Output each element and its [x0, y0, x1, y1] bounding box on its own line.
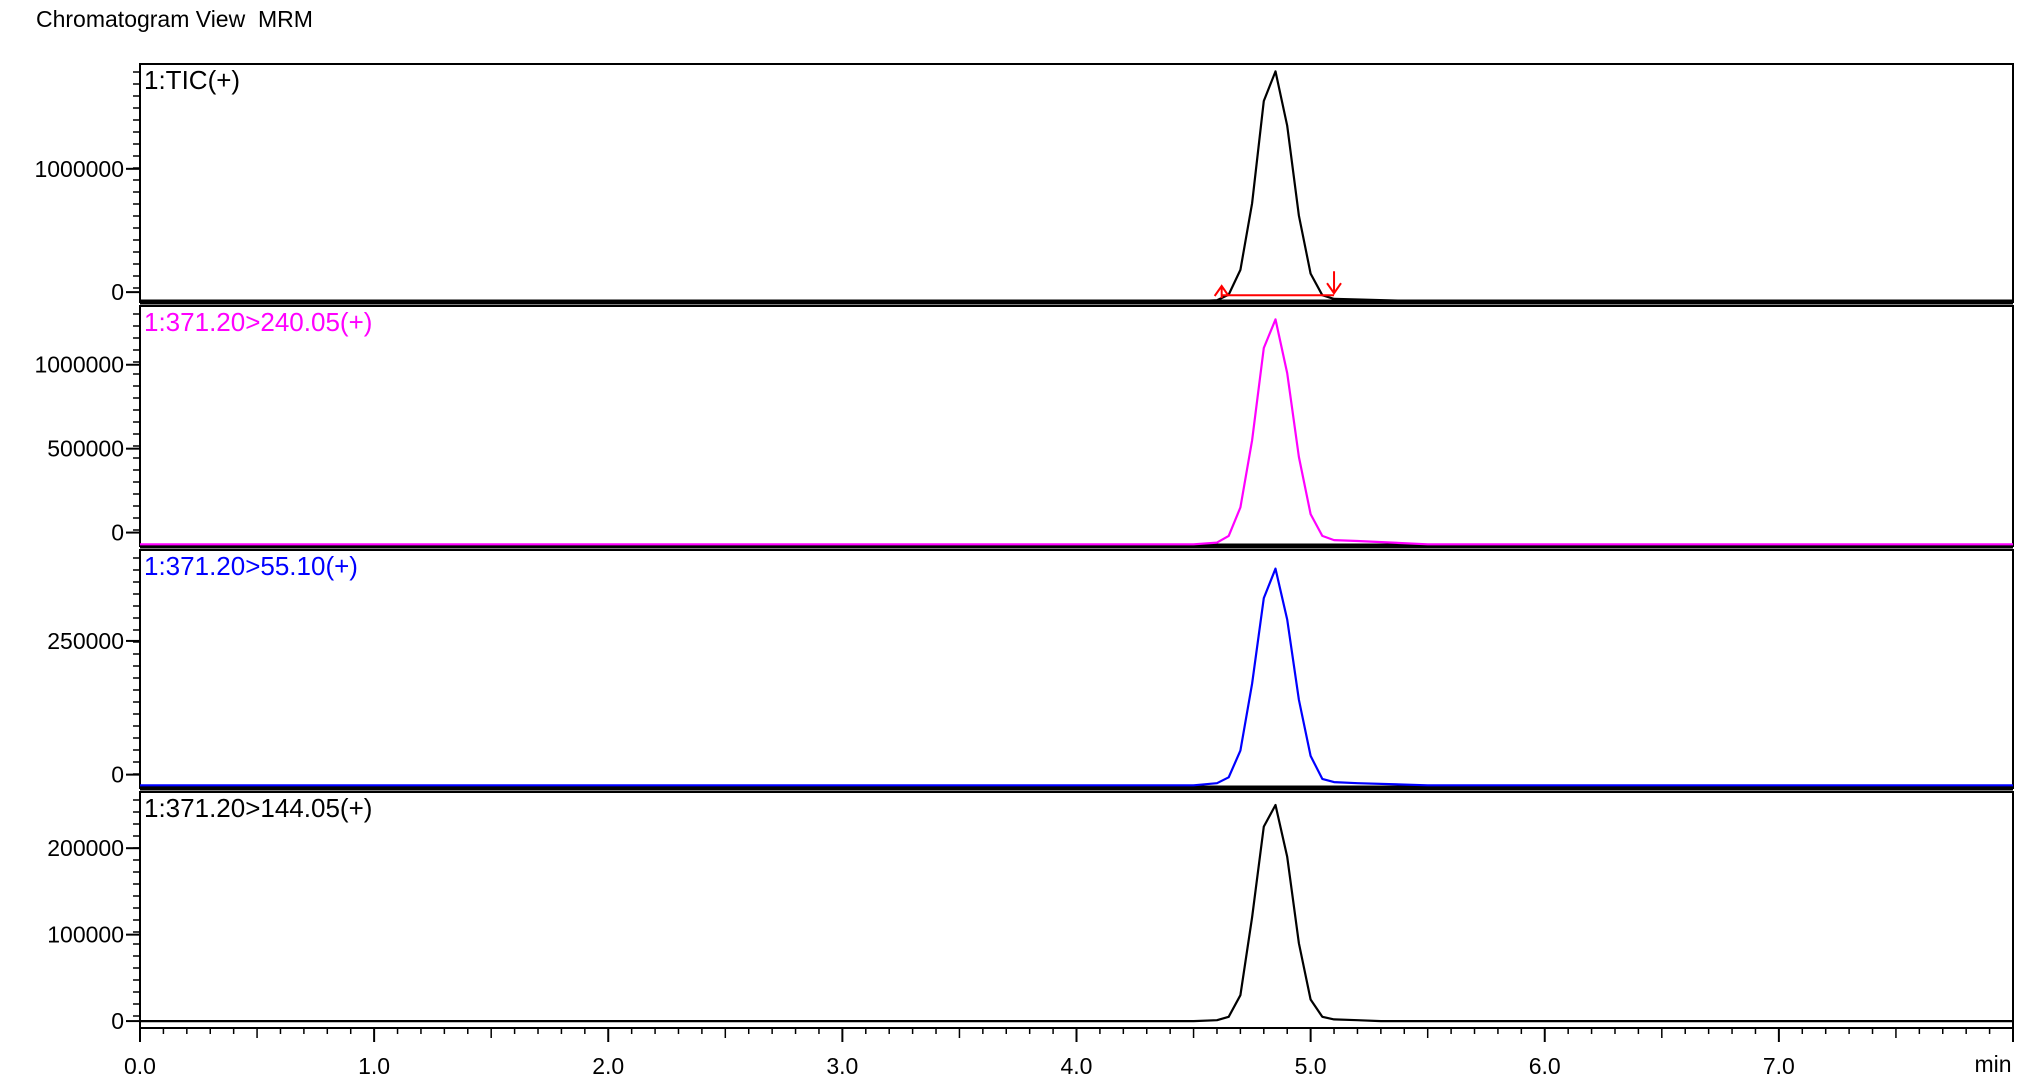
x-tick-label: 4.0: [1061, 1053, 1093, 1079]
x-tick-label: 3.0: [826, 1053, 858, 1079]
y-tick-label: 1000000: [34, 352, 124, 378]
trace-line: [140, 70, 2013, 303]
trace-line: [140, 567, 2013, 787]
x-tick-label: 2.0: [592, 1053, 624, 1079]
x-axis-unit: min: [1974, 1051, 2011, 1077]
y-tick-label: 200000: [47, 835, 124, 861]
pane-frame: [139, 549, 2014, 789]
peak-start-marker: [1213, 284, 1230, 298]
peak-end-marker: [1326, 271, 1342, 295]
x-tick-label: 5.0: [1295, 1053, 1327, 1079]
y-tick-label: 1000000: [34, 156, 124, 182]
pane-label: 1:371.20>55.10(+): [144, 551, 358, 581]
x-tick-label: 0.0: [124, 1053, 156, 1079]
pane-label: 1:371.20>144.05(+): [144, 793, 372, 823]
chromatogram-panes: 100000001:TIC(+)100000050000001:371.20>2…: [34, 63, 2014, 1034]
pane-2: 1000000 500000 0 1:371.20>240.05(+): [34, 305, 2014, 549]
y-tick-label: 0: [111, 279, 124, 305]
trace-line: [140, 318, 2013, 546]
pane-frame: [139, 63, 2014, 303]
window-title: Chromatogram View MRM: [36, 6, 313, 32]
x-tick-label: 1.0: [358, 1053, 390, 1079]
pane-3: 250000 0 1:371.20>55.10(+): [47, 549, 2014, 791]
pane-1: 1000000 0 1:TIC(+): [34, 63, 2014, 305]
y-tick-label: 0: [111, 762, 124, 788]
y-tick-label: 500000: [47, 436, 124, 462]
pane-label: 1:371.20>240.05(+): [144, 307, 372, 337]
y-tick-label: 0: [111, 1008, 124, 1034]
y-tick-label: 250000: [47, 628, 124, 654]
x-tick-label: 7.0: [1763, 1053, 1795, 1079]
pane-label: 1:TIC(+): [144, 65, 240, 95]
x-tick-label: 6.0: [1529, 1053, 1561, 1079]
y-tick-label: 100000: [47, 922, 124, 948]
y-tick-label: 0: [111, 520, 124, 546]
trace-line: [140, 803, 2013, 1023]
pane-4: 200000 100000 0 1:371.20>144.05(+): [47, 791, 2014, 1034]
x-axis: 0.0 1.0 2.0 3.0 4.0 5.0 6.0 7.0 min: [124, 1028, 2014, 1079]
pane-frame: [139, 791, 2014, 1029]
pane-frame: [139, 305, 2014, 547]
